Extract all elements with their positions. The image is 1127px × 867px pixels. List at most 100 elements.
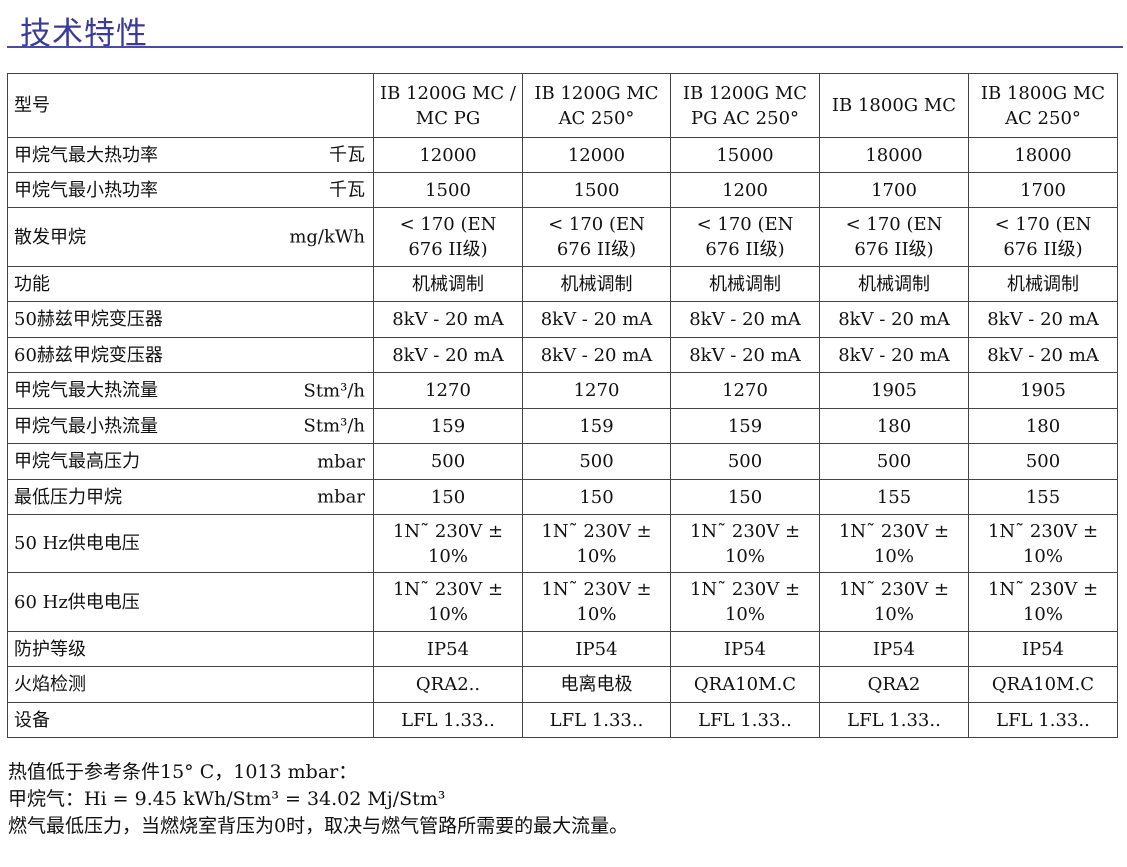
row-label: 防护等级 [14, 638, 86, 660]
value-cell: 8kV - 20 mA [670, 337, 820, 373]
value-cell: 机械调制 [373, 266, 523, 302]
value-cell: 1N˜ 230V ± 10% [373, 572, 523, 632]
table-row: 甲烷气最高压力 mbar 500 500 500 500 500 [7, 443, 1118, 480]
value-cell: 18000 [968, 137, 1118, 173]
value-cell: < 170 (EN 676 II级) [968, 207, 1118, 267]
row-label: 散发甲烷 [14, 226, 86, 248]
value-cell: 1N˜ 230V ± 10% [819, 514, 969, 573]
row-label: 功能 [14, 273, 50, 295]
value-cell: 8kV - 20 mA [522, 337, 671, 373]
value-cell: 8kV - 20 mA [373, 301, 523, 338]
row-unit: Stm³/h [303, 380, 365, 401]
row-label: 甲烷气最高压力 [14, 451, 140, 472]
model-label: 型号 [7, 73, 374, 138]
row-label-cell: 防护等级 [7, 631, 374, 667]
value-cell: 1N˜ 230V ± 10% [373, 514, 523, 573]
value-cell: 150 [522, 479, 671, 515]
row-label-cell: 最低压力甲烷 mbar [7, 479, 374, 515]
value-cell: 1N˜ 230V ± 10% [968, 572, 1118, 632]
value-cell: 12000 [373, 137, 523, 173]
value-cell: QRA10M.C [968, 666, 1118, 703]
value-cell: 1270 [670, 372, 820, 409]
table-row: 甲烷气最小热功率 千瓦 1500 1500 1200 1700 1700 [7, 172, 1118, 208]
row-unit: mg/kWh [289, 226, 365, 248]
row-label: 甲烷气最大热流量 [14, 380, 158, 401]
row-label: 甲烷气最小热流量 [14, 415, 158, 437]
value-cell: IP54 [670, 631, 820, 667]
table-row: 50 Hz供电电压 1N˜ 230V ± 10% 1N˜ 230V ± 10% 1N˜… [7, 514, 1118, 573]
value-cell: 1N˜ 230V ± 10% [670, 514, 820, 573]
model-header: IB 1200G MC / MC PG [373, 73, 523, 138]
table-row: 功能 机械调制 机械调制 机械调制 机械调制 机械调制 [7, 266, 1118, 302]
value-cell: LFL 1.33.. [522, 702, 671, 738]
value-cell: QRA2 [819, 666, 969, 703]
table-row: 散发甲烷 mg/kWh < 170 (EN 676 II级) < 170 (EN 67… [7, 207, 1118, 267]
row-label-cell: 50 Hz供电电压 [7, 514, 374, 573]
value-cell: LFL 1.33.. [968, 702, 1118, 738]
row-label: 60赫兹甲烷变压器 [14, 344, 163, 366]
row-label-cell: 60赫兹甲烷变压器 [7, 337, 374, 373]
row-unit: 千瓦 [329, 144, 365, 166]
value-cell: 1270 [373, 372, 523, 409]
row-label: 甲烷气最小热功率 [14, 179, 158, 201]
table-row: 防护等级 IP54 IP54 IP54 IP54 IP54 [7, 631, 1118, 667]
row-label-cell: 散发甲烷 mg/kWh [7, 207, 374, 267]
value-cell: 8kV - 20 mA [819, 301, 969, 338]
model-header: IB 1200G MC PG AC 250° [670, 73, 820, 138]
row-label-cell: 功能 [7, 266, 374, 302]
value-cell: IP54 [522, 631, 671, 667]
value-cell: 1700 [968, 172, 1118, 208]
value-cell: 机械调制 [819, 266, 969, 302]
model-header: IB 1200G MC AC 250° [522, 73, 671, 138]
row-label: 火焰检测 [14, 674, 86, 695]
value-cell: QRA2.. [373, 666, 523, 703]
value-cell: 1500 [373, 172, 523, 208]
value-cell: IP54 [373, 631, 523, 667]
value-cell: 500 [968, 443, 1118, 480]
row-label: 50赫兹甲烷变压器 [14, 309, 163, 330]
value-cell: 电离电极 [522, 666, 671, 703]
row-label-cell: 50赫兹甲烷变压器 [7, 301, 374, 338]
model-header: IB 1800G MC [819, 73, 969, 138]
table-row: 设备 LFL 1.33.. LFL 1.33.. LFL 1.33.. LFL 1.33… [7, 702, 1118, 738]
table-row: 50赫兹甲烷变压器 8kV - 20 mA 8kV - 20 mA 8kV - 20 … [7, 301, 1118, 338]
value-cell: 18000 [819, 137, 969, 173]
value-cell: 500 [819, 443, 969, 480]
model-header: IB 1800G MC AC 250° [968, 73, 1118, 138]
header-row: 型号 IB 1200G MC / MC PG IB 1200G MC AC 250°… [7, 73, 1118, 138]
value-cell: 159 [522, 408, 671, 444]
row-label-cell: 甲烷气最小热功率 千瓦 [7, 172, 374, 208]
note-2: 甲烷气：Hi = 9.45 kWh/Stm³ = 34.02 Mj/Stm³ [8, 788, 446, 810]
value-cell: < 170 (EN 676 II级) [670, 207, 820, 267]
row-label-cell: 火焰检测 [7, 666, 374, 703]
spec-table: 型号 IB 1200G MC / MC PG IB 1200G MC AC 250°… [7, 73, 1118, 738]
table-row: 甲烷气最大热流量 Stm³/h 1270 1270 1270 1905 1905 [7, 372, 1118, 409]
value-cell: 1200 [670, 172, 820, 208]
value-cell: 155 [968, 479, 1118, 515]
row-label: 甲烷气最大热功率 [14, 144, 158, 166]
value-cell: 1N˜ 230V ± 10% [522, 572, 671, 632]
row-unit: Stm³/h [303, 415, 365, 437]
row-label-cell: 60 Hz供电电压 [7, 572, 374, 632]
value-cell: 8kV - 20 mA [968, 337, 1118, 373]
value-cell: LFL 1.33.. [373, 702, 523, 738]
value-cell: 500 [373, 443, 523, 480]
value-cell: 8kV - 20 mA [968, 301, 1118, 338]
value-cell: 机械调制 [968, 266, 1118, 302]
table-row: 最低压力甲烷 mbar 150 150 150 155 155 [7, 479, 1118, 515]
title-underline [7, 46, 1123, 48]
row-label: 设备 [14, 709, 50, 731]
value-cell: 1N˜ 230V ± 10% [968, 514, 1118, 573]
value-cell: 机械调制 [670, 266, 820, 302]
value-cell: 1270 [522, 372, 671, 409]
value-cell: < 170 (EN 676 II级) [522, 207, 671, 267]
row-label-cell: 甲烷气最大热流量 Stm³/h [7, 372, 374, 409]
row-label: 60 Hz供电电压 [14, 591, 140, 613]
value-cell: 机械调制 [522, 266, 671, 302]
value-cell: 500 [670, 443, 820, 480]
value-cell: 180 [819, 408, 969, 444]
value-cell: QRA10M.C [670, 666, 820, 703]
row-unit: mbar [317, 451, 365, 472]
value-cell: 1700 [819, 172, 969, 208]
row-label-cell: 甲烷气最高压力 mbar [7, 443, 374, 480]
